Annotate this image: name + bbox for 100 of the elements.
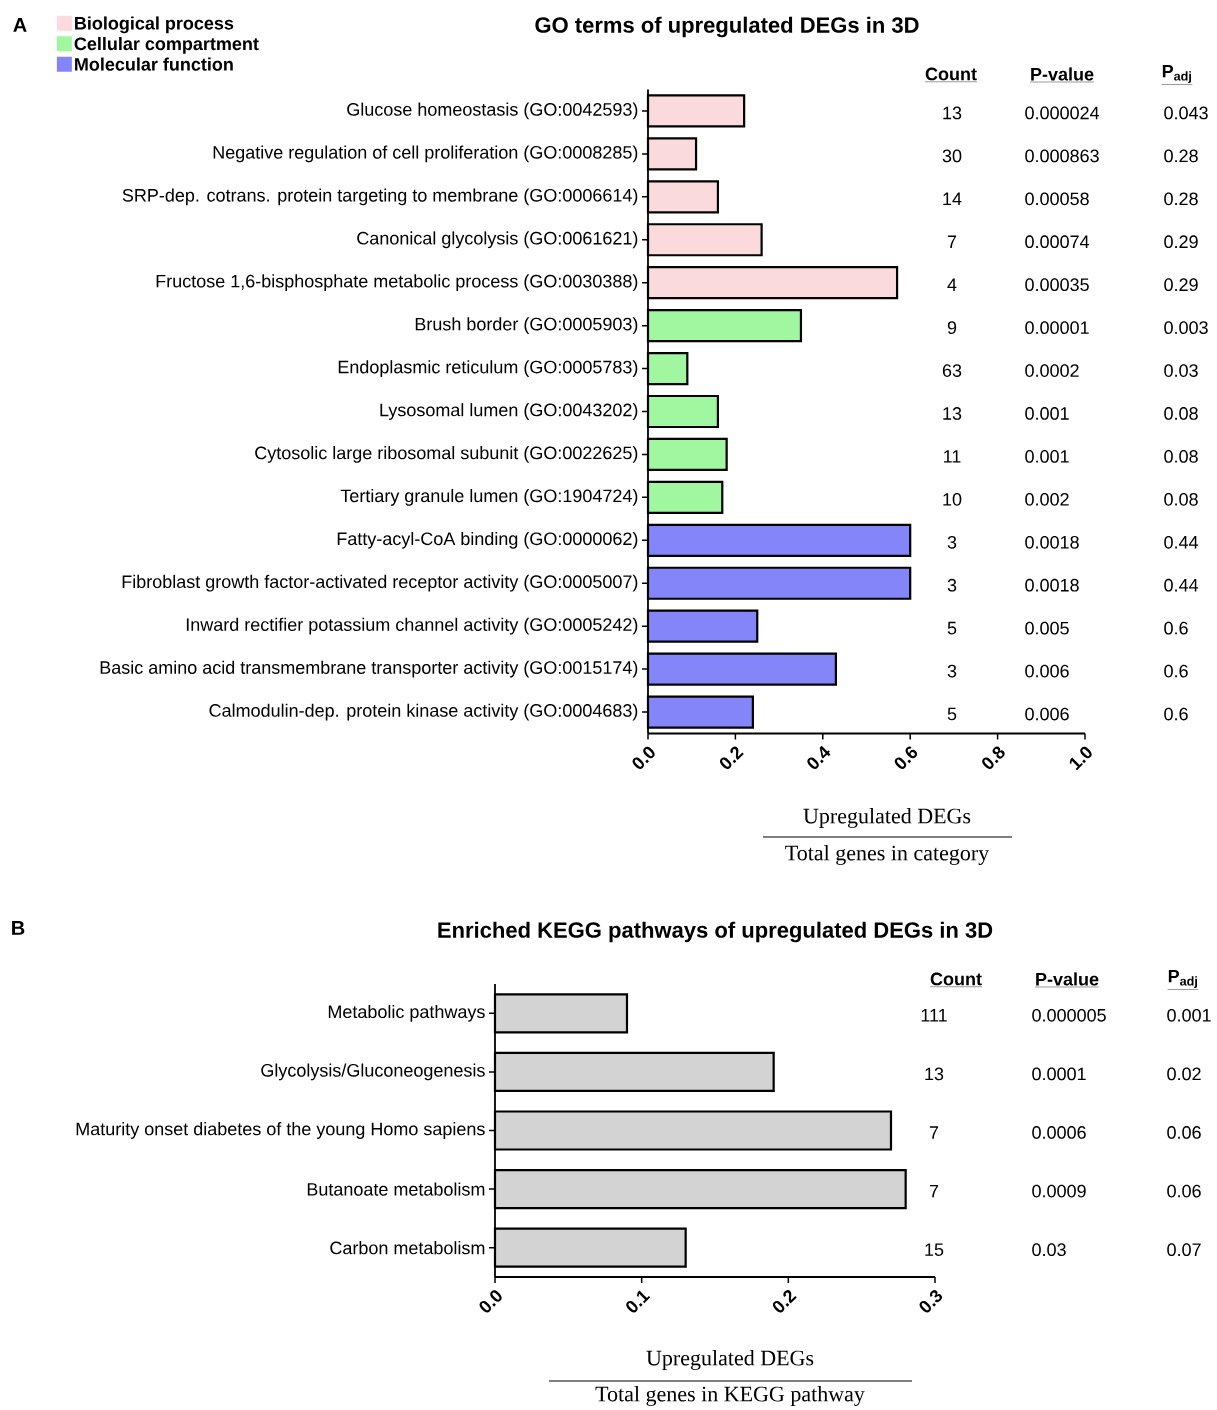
text: Count [925, 67, 977, 81]
annotation: 7 [947, 235, 957, 248]
y-tick-label: SRP-dep. cotrans. protein targeting to membrane (GO:0006614) [122, 188, 638, 206]
text: Total genes in KEGG pathway [595, 1385, 865, 1406]
y-tick-label: Brush border (GO:0005903) [415, 317, 638, 335]
x-axis-title: Upregulated DEGs [803, 807, 971, 828]
text: 0.0009 [1032, 1184, 1086, 1198]
text: 0.29 [1164, 235, 1198, 249]
text: 0.08 [1164, 450, 1198, 463]
text: 0.001 [1167, 1008, 1211, 1022]
y-tick-label: Glycolysis/Gluconeogenesis [261, 1063, 485, 1081]
annotation: 30 [942, 149, 962, 163]
annotation: 0.005 [1025, 621, 1069, 635]
text: Total genes in category [785, 844, 990, 865]
text: 0.29 [1164, 278, 1198, 292]
y-tick-label: Carbon metabolism [330, 1241, 485, 1255]
text: 0.6 [1164, 664, 1188, 678]
text: 0.043 [1164, 106, 1208, 120]
annotation: 0.00001 [1025, 321, 1089, 334]
annotation: 11 [944, 450, 961, 463]
x-tick-label: 0.2 [772, 1290, 797, 1313]
x-tick-label: 0.8 [982, 746, 1005, 769]
x-tick-label: 0.1 [626, 1290, 651, 1313]
text: B [12, 921, 25, 935]
y-tick-label: Inward rectifier potassium channel activity (GO:0005242) [186, 617, 638, 635]
annotation: 10 [943, 492, 962, 506]
annotation: 0.002 [1025, 492, 1069, 506]
annotation: 0.0018 [1025, 578, 1079, 592]
chart-title: Enriched KEGG pathways of upregulated DEGs in 3D [438, 921, 993, 943]
text: P-value [1031, 67, 1094, 81]
annotation: 4 [947, 278, 957, 291]
y-tick-label: Glucose homeostasis (GO:0042593) [347, 102, 638, 120]
y-tick-label: Fibroblast growth factor-activated receptor activity (GO:0005007) [122, 574, 638, 592]
annotation: 0.00035 [1025, 278, 1089, 292]
text: 0.08 [1164, 492, 1198, 506]
text: 0.03 [1164, 364, 1198, 377]
text: 0.44 [1164, 535, 1199, 549]
legend-label: Cellular compartment [74, 36, 259, 54]
text: 0.02 [1167, 1067, 1201, 1081]
annotation: 0.00074 [1025, 235, 1090, 249]
annotation: 0.001 [1025, 450, 1069, 463]
text: 0.0006 [1032, 1126, 1086, 1139]
annotation: 0.001 [1025, 407, 1069, 420]
text: 0.44 [1164, 578, 1199, 592]
text: 0.6 [1164, 707, 1188, 721]
legend-label: Biological process [75, 16, 234, 34]
annotation: 13 [925, 1067, 944, 1081]
y-tick-label: Metabolic pathways [328, 1004, 485, 1022]
y-tick-label: Fructose 1,6-bisphosphate metabolic process (GO:0030388) [156, 274, 638, 292]
y-tick-label: Lysosomal lumen (GO:0043202) [380, 403, 638, 420]
annotation: 63 [942, 364, 962, 377]
text: 0.08 [1164, 407, 1198, 420]
y-tick-label: Fatty-acyl-CoA binding (GO:0000062) [337, 531, 638, 549]
y-tick-label: Negative regulation of cell proliferation (GO:0008285) [213, 145, 638, 163]
text: 0.6 [1164, 621, 1188, 635]
x-axis-title: Upregulated DEGs [646, 1349, 814, 1370]
annotation: 15 [925, 1243, 944, 1256]
annotation: 5 [947, 707, 957, 721]
x-tick-label: 0.4 [807, 745, 831, 769]
text: P-value [1036, 972, 1099, 986]
y-tick-label: Cytosolic large ribosomal subunit (GO:0022625) [255, 446, 638, 463]
annotation: 0.006 [1025, 707, 1069, 721]
y-tick-label: Basic amino acid transmembrane transporter activity (GO:0015174) [100, 660, 638, 678]
annotation: 0.00058 [1025, 192, 1089, 206]
annotation: 5 [947, 621, 957, 635]
text: A [13, 18, 27, 32]
text: 0.07 [1167, 1243, 1201, 1257]
text: 0.06 [1167, 1126, 1201, 1139]
y-tick-label: Maturity onset diabetes of the young Homo sapiens [76, 1122, 485, 1139]
y-tick-label: Endoplasmic reticulum (GO:0005783) [338, 360, 638, 377]
annotation: Count [930, 972, 982, 986]
annotation: 14 [943, 192, 962, 206]
text: P$_{adj}$ [1168, 969, 1197, 989]
text: 0.000005 [1032, 1008, 1106, 1022]
annotation: 7 [929, 1126, 939, 1139]
x-tick-label: 1.0 [1069, 746, 1092, 771]
annotation: 9 [947, 321, 957, 334]
annotation: 3 [947, 578, 957, 592]
annotation: 13 [943, 106, 962, 120]
annotation: 13 [943, 407, 962, 420]
x-tick-label: 0.3 [919, 1290, 943, 1313]
y-tick-label: Canonical glycolysis (GO:0061621) [357, 231, 638, 249]
y-tick-label: Butanoate metabolism [307, 1182, 485, 1196]
text: 0.03 [1032, 1243, 1066, 1257]
annotation: 3 [947, 664, 957, 678]
y-tick-label: Tertiary granule lumen (GO:1904724) [340, 488, 638, 506]
x-tick-label: 0.2 [719, 746, 744, 769]
x-tick-label: 0.0 [479, 1290, 502, 1313]
text: 0.28 [1164, 149, 1198, 163]
annotation: 0.0018 [1025, 535, 1079, 549]
x-tick-label: 0.6 [894, 746, 918, 769]
y-tick-label: Calmodulin-dep. protein kinase activity (GO:0004683) [209, 703, 638, 721]
annotation: 111 [921, 1009, 947, 1022]
annotation: 0.0002 [1025, 364, 1079, 377]
text: 0.06 [1167, 1184, 1201, 1198]
text: 0.003 [1164, 321, 1208, 334]
annotation: 7 [929, 1184, 939, 1198]
annotation: 0.000863 [1025, 149, 1099, 163]
annotation: 0.006 [1025, 664, 1069, 678]
text: 0.0001 [1032, 1067, 1086, 1081]
